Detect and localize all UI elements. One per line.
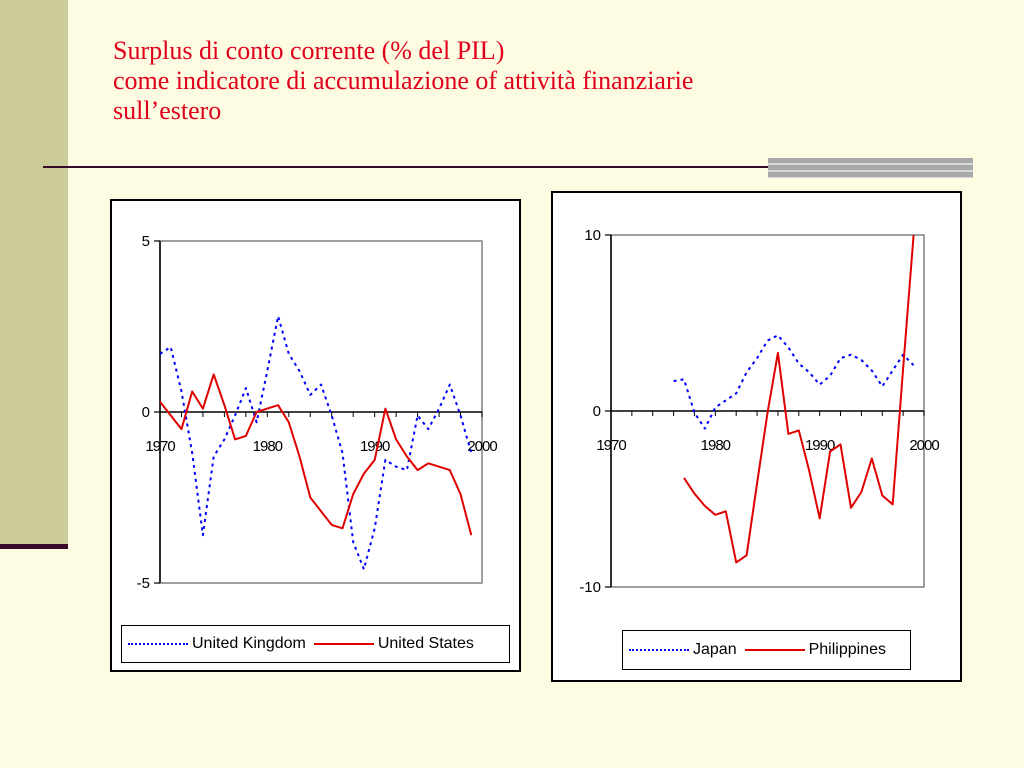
legend-label-philippines: Philippines bbox=[808, 641, 886, 658]
x-tick-label-uk-us: 1990 bbox=[360, 438, 390, 455]
x-tick-label-uk-us: 2000 bbox=[467, 438, 497, 455]
slide-title-line-1: Surplus di conto corrente (% del PIL) bbox=[113, 36, 505, 65]
x-tick-label-japan-philippines: 1990 bbox=[805, 437, 835, 454]
legend-swatch-united-states bbox=[313, 643, 374, 645]
legend-entry-philippines: Philippines bbox=[744, 641, 886, 659]
y-tick-label-japan-philippines: -10 bbox=[579, 579, 601, 596]
chart-uk-us: 5 0 -5 1970 1980 1990 2000 United Kingdom Unit… bbox=[110, 199, 521, 672]
slide-title-line-2: come indicatore di accumulazione of atti… bbox=[113, 66, 694, 95]
legend-swatch-united-kingdom bbox=[128, 643, 188, 645]
chart-japan-philippines-plot: 10 0 -10 1970 1980 1990 2000 bbox=[579, 227, 940, 596]
y-tick-label-japan-philippines: 10 bbox=[584, 227, 601, 244]
x-tick-label-japan-philippines: 1970 bbox=[596, 437, 626, 454]
x-tick-label-japan-philippines: 2000 bbox=[909, 437, 939, 454]
legend-entry-japan: Japan bbox=[629, 641, 737, 659]
legend-japan-philippines: Japan Philippines bbox=[622, 630, 911, 670]
title-divider-accent bbox=[768, 158, 973, 178]
y-tick-label-uk-us: -5 bbox=[137, 575, 150, 592]
x-tick-label-uk-us: 1970 bbox=[145, 438, 175, 455]
x-tick-label-japan-philippines: 1980 bbox=[701, 437, 731, 454]
legend-swatch-philippines bbox=[744, 649, 805, 651]
y-tick-label-japan-philippines: 0 bbox=[593, 403, 601, 420]
left-band-rule bbox=[0, 544, 68, 549]
legend-entry-united-kingdom: United Kingdom bbox=[128, 635, 306, 653]
legend-label-united-states: United States bbox=[377, 635, 474, 652]
series-line-united-kingdom bbox=[159, 315, 473, 571]
legend-swatch-japan bbox=[629, 649, 689, 651]
title-divider bbox=[43, 166, 973, 168]
slide-title: Surplus di conto corrente (% del PIL) co… bbox=[113, 36, 973, 126]
legend-uk-us: United Kingdom United States bbox=[121, 625, 510, 663]
legend-label-united-kingdom: United Kingdom bbox=[192, 635, 306, 652]
y-tick-label-uk-us: 0 bbox=[142, 404, 150, 421]
y-tick-label-uk-us: 5 bbox=[142, 233, 150, 250]
x-tick-label-uk-us: 1980 bbox=[253, 438, 283, 455]
series-line-japan bbox=[673, 334, 915, 430]
legend-entry-united-states: United States bbox=[313, 635, 474, 653]
legend-label-japan: Japan bbox=[693, 641, 737, 658]
left-accent-band bbox=[0, 0, 68, 545]
series-line-united-states bbox=[159, 373, 473, 536]
series-line-philippines bbox=[683, 234, 915, 564]
slide-title-line-3: sull’estero bbox=[113, 96, 222, 125]
chart-uk-us-plot: 5 0 -5 1970 1980 1990 2000 bbox=[137, 233, 499, 592]
chart-japan-philippines: 10 0 -10 1970 1980 1990 2000 Japan Philippines bbox=[551, 191, 962, 682]
